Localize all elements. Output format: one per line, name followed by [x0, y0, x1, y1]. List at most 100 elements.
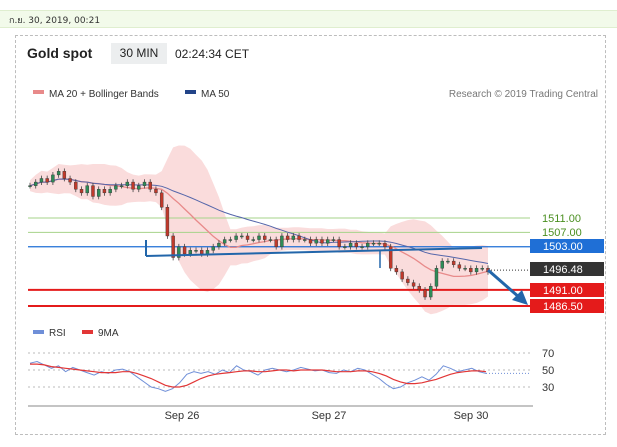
timeframe-badge[interactable]: 30 MIN	[111, 43, 167, 64]
candle-body	[366, 242, 370, 247]
candle-body	[102, 189, 107, 194]
candle	[79, 186, 84, 196]
candle-body	[434, 268, 439, 287]
rsi-tick-30: 30	[542, 382, 554, 394]
ma20-legend-swatch	[33, 90, 44, 94]
candle	[119, 182, 124, 189]
candle	[423, 286, 427, 300]
time-label: 02:24:34 CET	[175, 47, 250, 61]
ma20-legend-label: MA 20 + Bollinger Bands	[49, 89, 159, 100]
current-price-tag	[530, 262, 604, 276]
candle	[371, 240, 376, 247]
candle	[280, 233, 284, 250]
candle-body	[217, 242, 221, 247]
candle-body	[240, 235, 244, 238]
forecast-arrow-shaft	[487, 268, 521, 300]
candle	[251, 236, 255, 243]
candle	[142, 179, 147, 189]
candle-body	[457, 264, 462, 269]
candle-body	[406, 278, 410, 283]
candle-body	[388, 246, 393, 269]
candle	[366, 240, 370, 250]
candle	[240, 233, 244, 239]
ma9-legend-label: 9MA	[98, 328, 119, 339]
candle	[108, 186, 112, 196]
candle-body	[348, 242, 353, 247]
candle	[434, 265, 439, 290]
level-1486-label: 1486.50	[543, 301, 583, 313]
candle	[274, 236, 278, 250]
datetime-text: ก.ย. 30, 2019, 00:21	[9, 16, 101, 26]
candle-body	[440, 260, 444, 269]
x-tick-sep-27: Sep 27	[312, 410, 347, 422]
candle-body	[360, 246, 364, 248]
candle	[377, 240, 381, 247]
candle	[285, 233, 290, 243]
rsi-tick-70: 70	[542, 348, 554, 360]
candle-body	[263, 235, 267, 240]
candle-body	[171, 235, 175, 258]
candle-body	[194, 250, 198, 252]
candle-body	[28, 185, 32, 187]
candle	[68, 175, 72, 185]
candle	[308, 236, 313, 247]
current-price-label: 1496.48	[543, 264, 583, 276]
candle	[457, 261, 462, 272]
candle-body	[451, 260, 456, 265]
candle	[417, 283, 421, 293]
candle	[28, 182, 32, 189]
candle-body	[222, 239, 227, 244]
candle-body	[154, 189, 158, 194]
candle-body	[308, 239, 313, 244]
candle-body	[159, 192, 164, 208]
candle	[165, 204, 170, 239]
candle-body	[417, 286, 421, 291]
candle	[91, 182, 95, 200]
candle-body	[234, 235, 238, 240]
candle	[314, 236, 318, 247]
datetime-bar: ก.ย. 30, 2019, 00:21	[0, 10, 617, 28]
candle-body	[474, 268, 479, 273]
candle	[474, 265, 479, 275]
candle	[320, 236, 324, 247]
rsi-ma9-line	[30, 363, 487, 388]
candle	[39, 175, 44, 185]
candle	[480, 265, 484, 272]
candle-body	[377, 242, 381, 245]
candle-body	[383, 242, 387, 247]
level-1503-label: 1503.00	[543, 241, 583, 253]
candle-body	[119, 185, 124, 187]
candle-body	[331, 239, 336, 241]
candle-body	[56, 171, 61, 176]
candle	[234, 233, 238, 243]
level-1486-tag	[530, 299, 604, 313]
candle	[114, 182, 118, 193]
candle-body	[96, 189, 101, 197]
candle	[159, 189, 164, 211]
candle	[263, 233, 267, 243]
ma50-legend-swatch	[185, 90, 196, 94]
candle	[388, 243, 393, 272]
candle-body	[297, 235, 301, 240]
candle-body	[371, 242, 376, 245]
candle-body	[165, 207, 170, 237]
candle	[343, 243, 347, 250]
candle	[429, 283, 433, 300]
candle-body	[34, 181, 38, 186]
candle	[148, 179, 152, 193]
ma50-line	[29, 178, 489, 264]
candle-body	[394, 268, 399, 273]
candle	[131, 179, 135, 193]
candle-body	[257, 235, 261, 240]
candle-body	[131, 181, 135, 190]
candle-body	[251, 239, 255, 241]
candle-body	[343, 246, 347, 248]
candle-body	[182, 246, 187, 255]
rsi-legend-label: RSI	[49, 328, 66, 339]
candle	[291, 233, 296, 243]
candle-body	[291, 235, 296, 240]
research-credit: Research © 2019 Trading Central	[449, 89, 598, 100]
candle-body	[469, 268, 473, 273]
x-tick-sep-26: Sep 26	[165, 410, 200, 422]
candle-body	[211, 246, 215, 251]
